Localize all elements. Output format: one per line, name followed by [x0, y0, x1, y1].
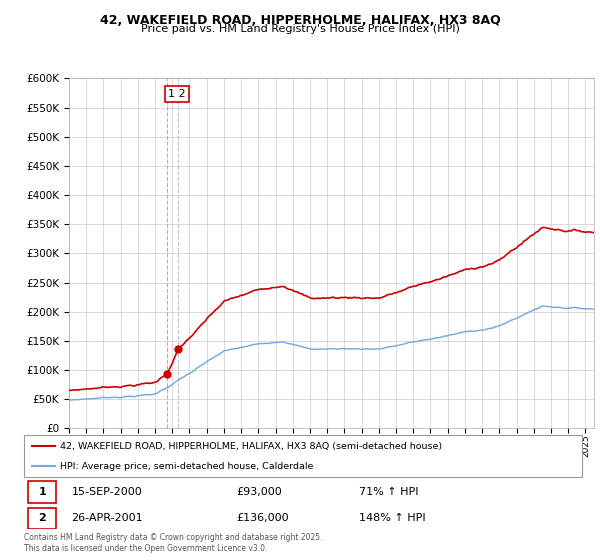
Text: Price paid vs. HM Land Registry's House Price Index (HPI): Price paid vs. HM Land Registry's House …	[140, 24, 460, 34]
Text: £136,000: £136,000	[236, 514, 289, 524]
Text: 1: 1	[38, 487, 46, 497]
FancyBboxPatch shape	[24, 435, 582, 477]
Text: 15-SEP-2000: 15-SEP-2000	[71, 487, 142, 497]
Text: Contains HM Land Registry data © Crown copyright and database right 2025.
This d: Contains HM Land Registry data © Crown c…	[24, 533, 323, 553]
Text: 42, WAKEFIELD ROAD, HIPPERHOLME, HALIFAX, HX3 8AQ (semi-detached house): 42, WAKEFIELD ROAD, HIPPERHOLME, HALIFAX…	[60, 442, 442, 451]
Text: 1 2: 1 2	[168, 89, 186, 99]
Text: 148% ↑ HPI: 148% ↑ HPI	[359, 514, 425, 524]
Text: 2: 2	[38, 514, 46, 524]
Text: 71% ↑ HPI: 71% ↑ HPI	[359, 487, 418, 497]
FancyBboxPatch shape	[28, 482, 56, 503]
Text: HPI: Average price, semi-detached house, Calderdale: HPI: Average price, semi-detached house,…	[60, 462, 314, 471]
Text: £93,000: £93,000	[236, 487, 282, 497]
FancyBboxPatch shape	[28, 507, 56, 529]
Text: 26-APR-2001: 26-APR-2001	[71, 514, 143, 524]
Text: 42, WAKEFIELD ROAD, HIPPERHOLME, HALIFAX, HX3 8AQ: 42, WAKEFIELD ROAD, HIPPERHOLME, HALIFAX…	[100, 14, 500, 27]
